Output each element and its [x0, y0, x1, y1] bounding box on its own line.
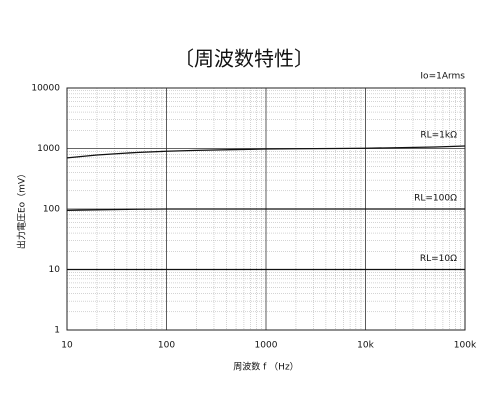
- y-axis-label: 出力電圧Eo（mV）: [16, 169, 28, 249]
- series-label: RL=1kΩ: [420, 130, 457, 140]
- series-line: [66, 145, 466, 159]
- y-tick-label: 10: [49, 265, 61, 275]
- chart-title: 〔周波数特性〕: [174, 47, 314, 71]
- series-label: RL=10Ω: [420, 254, 457, 264]
- series-line: [66, 208, 465, 211]
- x-axis-label: 周波数 f （Hz）: [233, 361, 298, 373]
- y-tick-label: 100: [43, 205, 60, 215]
- x-tick-label: 10: [61, 341, 73, 351]
- y-tick-label: 1000: [37, 144, 60, 154]
- x-tick-label: 10k: [357, 341, 374, 351]
- y-tick-label: 1: [54, 326, 60, 336]
- x-tick-label: 100k: [454, 341, 477, 351]
- series-label: RL=100Ω: [414, 194, 457, 204]
- annotation: Io=1Arms: [420, 72, 465, 82]
- y-tick-label: 10000: [31, 84, 60, 94]
- x-tick-label: 1000: [255, 341, 278, 351]
- x-tick-label: 100: [158, 341, 175, 351]
